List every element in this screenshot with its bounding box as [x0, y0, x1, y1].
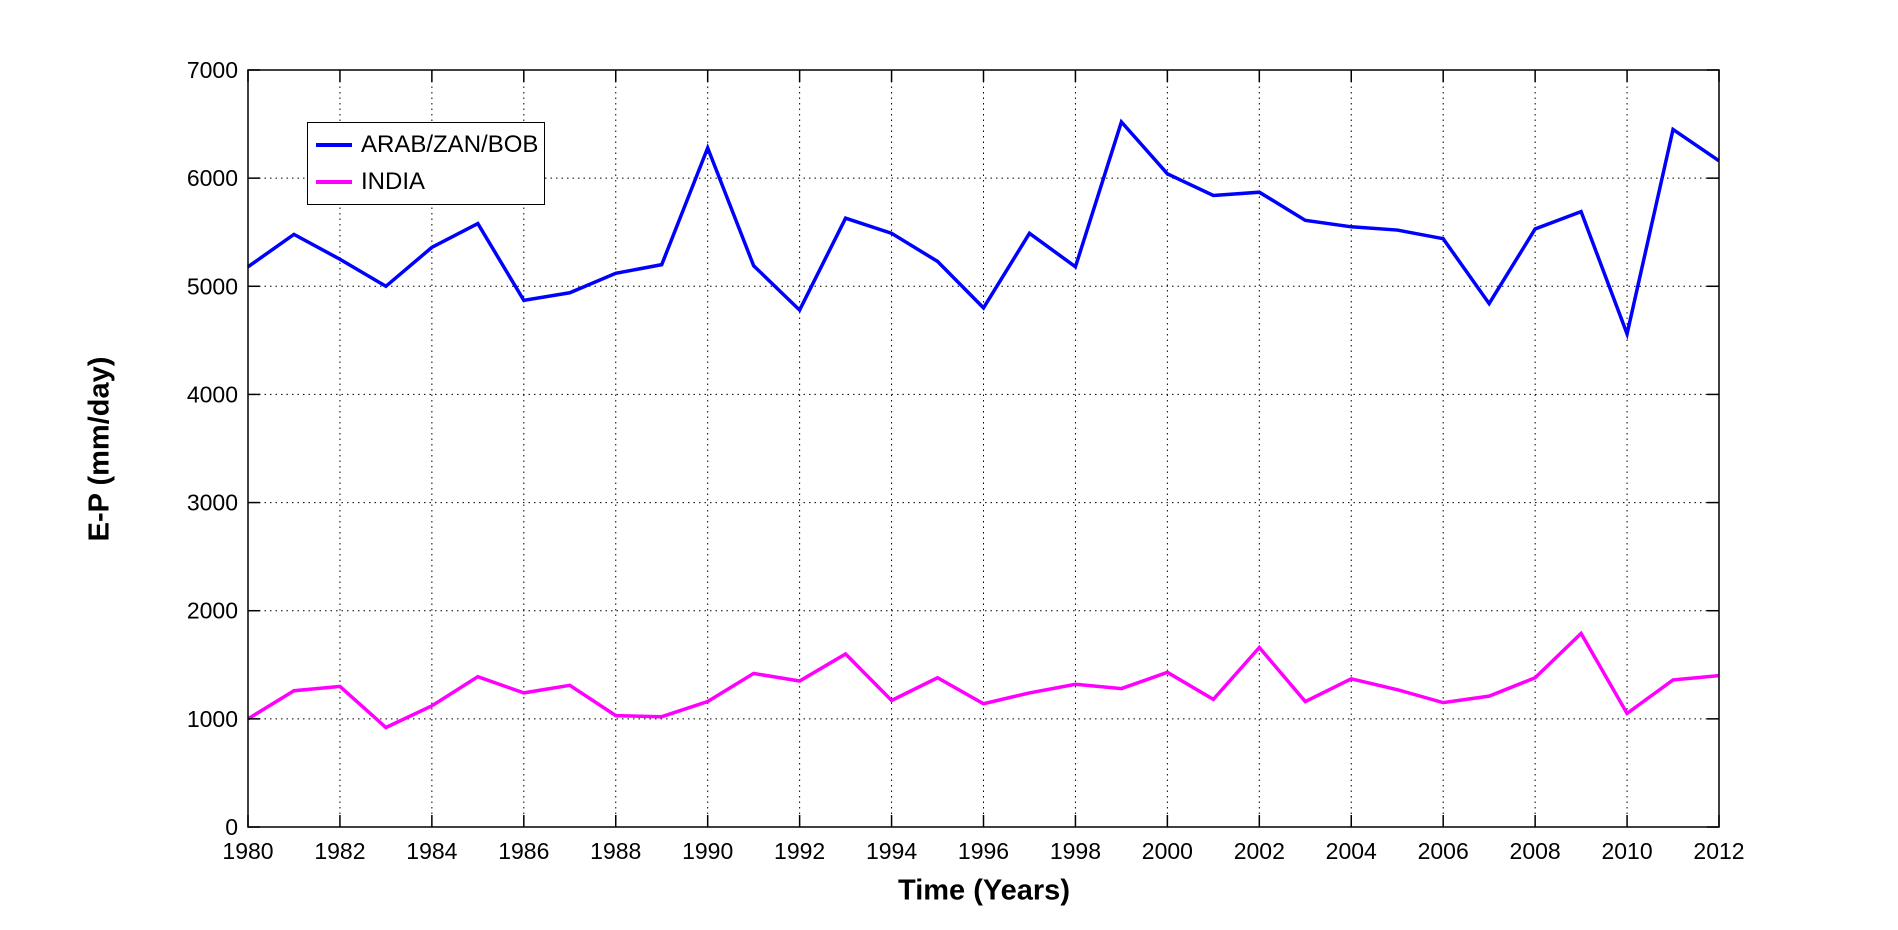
x-tick-label-1988: 1988: [590, 838, 641, 864]
y-tick-label-0: 0: [225, 814, 238, 840]
legend-item-india: INDIA: [316, 167, 544, 195]
y-tick-label-6000: 6000: [187, 165, 238, 191]
legend-line-sample-india: [316, 179, 352, 184]
x-tick-label-1990: 1990: [682, 838, 733, 864]
y-tick-label-7000: 7000: [187, 57, 238, 83]
x-tick-label-1992: 1992: [774, 838, 825, 864]
x-tick-label-1984: 1984: [406, 838, 457, 864]
series-line-arab-zan-bob: [246, 118, 1720, 340]
y-axis-label: E-P (mm/day): [83, 356, 116, 542]
y-tick-label-4000: 4000: [187, 381, 238, 407]
y-tick-label-3000: 3000: [187, 490, 238, 516]
x-tick-label-2012: 2012: [1693, 838, 1744, 864]
legend-item-arab-zan-bob: ARAB/ZAN/BOB: [316, 133, 544, 157]
series-line-india: [247, 630, 1720, 730]
x-tick-label-1994: 1994: [866, 838, 917, 864]
legend-label-arab-zan-bob: ARAB/ZAN/BOB: [361, 131, 539, 159]
x-tick-label-1986: 1986: [498, 838, 549, 864]
x-axis-label: Time (Years): [898, 874, 1070, 907]
x-tick-label-1982: 1982: [314, 838, 365, 864]
y-tick-label-2000: 2000: [187, 598, 238, 624]
x-tick-label-1998: 1998: [1050, 838, 1101, 864]
legend-line-sample-arab-zan-bob: [316, 143, 352, 148]
x-tick-label-1996: 1996: [958, 838, 1009, 864]
legend-label-india: INDIA: [361, 167, 426, 195]
y-tick-label-1000: 1000: [187, 706, 238, 732]
x-tick-label-2002: 2002: [1234, 838, 1285, 864]
y-tick-label-5000: 5000: [187, 273, 238, 299]
x-tick-label-2006: 2006: [1418, 838, 1469, 864]
x-tick-label-2008: 2008: [1510, 838, 1561, 864]
x-tick-label-2004: 2004: [1326, 838, 1377, 864]
x-tick-label-2010: 2010: [1601, 838, 1652, 864]
x-tick-label-1980: 1980: [222, 838, 273, 864]
legend: ARAB/ZAN/BOB INDIA: [307, 122, 545, 205]
x-tick-label-2000: 2000: [1142, 838, 1193, 864]
